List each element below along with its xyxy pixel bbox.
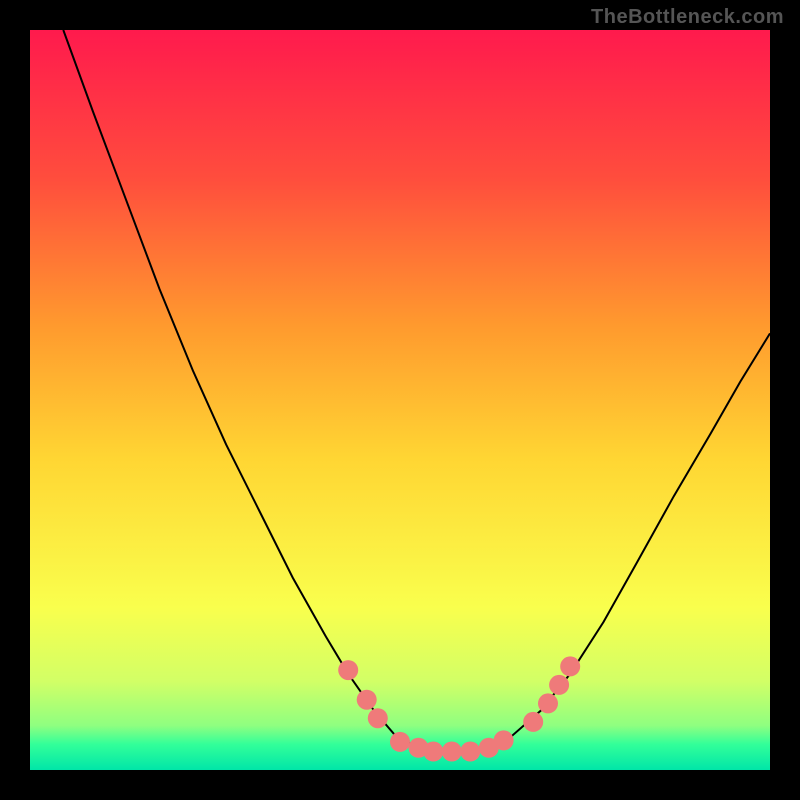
data-marker — [538, 693, 558, 713]
data-marker — [357, 690, 377, 710]
data-marker — [523, 712, 543, 732]
chart-svg — [30, 30, 770, 770]
data-marker — [390, 732, 410, 752]
data-marker — [494, 730, 514, 750]
watermark-text: TheBottleneck.com — [591, 6, 784, 29]
data-marker — [460, 742, 480, 762]
data-marker — [423, 742, 443, 762]
plot-area — [30, 30, 770, 770]
data-marker — [338, 660, 358, 680]
data-marker — [549, 675, 569, 695]
data-marker — [368, 708, 388, 728]
chart-outer: TheBottleneck.com — [0, 0, 800, 800]
data-marker — [560, 656, 580, 676]
data-marker — [442, 742, 462, 762]
gradient-background — [30, 30, 770, 770]
